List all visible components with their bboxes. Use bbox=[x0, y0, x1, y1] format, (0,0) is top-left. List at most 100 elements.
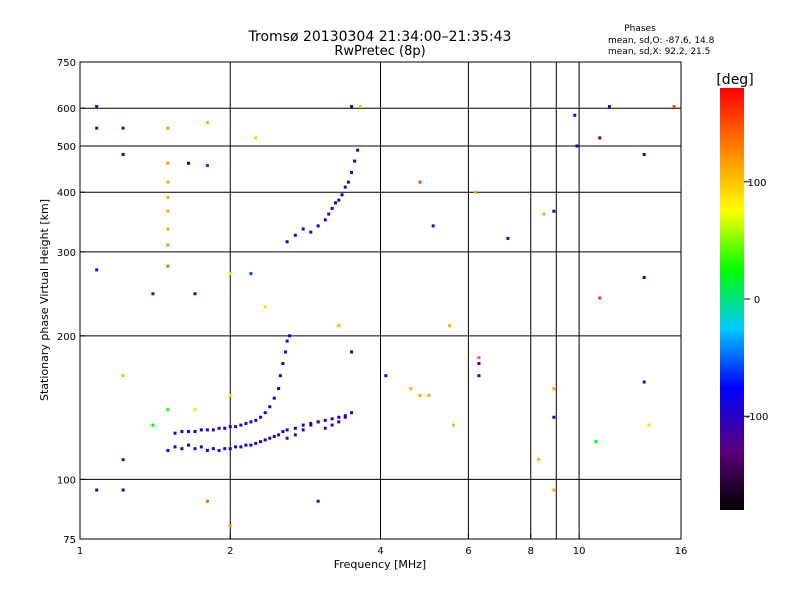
data-point bbox=[431, 224, 435, 228]
data-point bbox=[223, 447, 227, 451]
colorbar-tick-label: 100 bbox=[747, 178, 766, 189]
data-point bbox=[187, 161, 191, 165]
data-point bbox=[343, 185, 347, 189]
data-point bbox=[283, 350, 287, 354]
data-point bbox=[642, 152, 646, 156]
data-point bbox=[552, 415, 556, 419]
data-point bbox=[293, 233, 297, 237]
data-point bbox=[350, 105, 354, 109]
data-point bbox=[353, 159, 357, 163]
data-point bbox=[337, 324, 341, 328]
data-point bbox=[249, 443, 253, 447]
data-point bbox=[477, 356, 481, 360]
y-tick-label: 500 bbox=[57, 142, 76, 153]
data-point bbox=[552, 387, 556, 391]
data-point bbox=[272, 435, 276, 439]
data-point bbox=[199, 445, 203, 449]
data-point bbox=[327, 212, 331, 216]
data-point bbox=[301, 428, 305, 432]
y-tick-label: 400 bbox=[57, 188, 76, 199]
data-point bbox=[180, 447, 184, 451]
data-point bbox=[337, 420, 341, 424]
data-point bbox=[95, 488, 99, 492]
colorbar-label: [deg] bbox=[716, 72, 753, 88]
data-point bbox=[340, 193, 344, 197]
data-points bbox=[95, 105, 676, 528]
data-point bbox=[166, 243, 170, 247]
data-point bbox=[228, 425, 232, 429]
data-point bbox=[121, 374, 125, 378]
y-tick-label: 300 bbox=[57, 248, 76, 259]
data-point bbox=[193, 408, 197, 412]
data-point bbox=[180, 430, 184, 434]
data-point bbox=[249, 272, 253, 276]
data-point bbox=[477, 374, 481, 378]
data-point bbox=[301, 423, 305, 427]
data-point bbox=[316, 224, 320, 228]
data-point bbox=[205, 448, 209, 452]
x-axis-label: Frequency [MHz] bbox=[334, 558, 426, 571]
data-point bbox=[234, 445, 238, 449]
data-point bbox=[193, 447, 197, 451]
data-point bbox=[672, 105, 676, 109]
data-point bbox=[293, 433, 297, 437]
data-point bbox=[409, 387, 413, 391]
data-point bbox=[277, 387, 281, 391]
data-point bbox=[598, 136, 602, 140]
data-point bbox=[151, 423, 155, 427]
data-point bbox=[166, 180, 170, 184]
data-point bbox=[552, 209, 556, 213]
data-point bbox=[254, 136, 258, 140]
data-point bbox=[259, 440, 263, 444]
data-point bbox=[272, 396, 276, 400]
data-point bbox=[173, 431, 177, 435]
data-point bbox=[323, 218, 327, 222]
data-point bbox=[537, 458, 541, 462]
data-point bbox=[346, 180, 350, 184]
data-point bbox=[205, 164, 209, 168]
x-tick-label: 6 bbox=[465, 546, 471, 557]
data-point bbox=[205, 121, 209, 125]
data-point bbox=[642, 276, 646, 280]
data-point bbox=[418, 180, 422, 184]
data-point bbox=[542, 212, 546, 216]
data-point bbox=[263, 305, 267, 309]
data-point bbox=[166, 408, 170, 412]
stats-line-x: mean, sd,X: 92.2, 21.5 bbox=[608, 47, 710, 57]
data-point bbox=[121, 458, 125, 462]
data-point bbox=[343, 415, 347, 419]
data-point bbox=[173, 445, 177, 449]
data-point bbox=[166, 209, 170, 213]
data-point bbox=[263, 438, 267, 442]
data-point bbox=[451, 423, 455, 427]
data-point bbox=[477, 361, 481, 365]
stats-title: Phases bbox=[624, 24, 656, 34]
data-point bbox=[418, 393, 422, 397]
data-point bbox=[228, 393, 232, 397]
data-point bbox=[217, 426, 221, 430]
data-point bbox=[607, 105, 611, 109]
data-point bbox=[598, 296, 602, 300]
data-point bbox=[244, 443, 248, 447]
data-point bbox=[647, 423, 651, 427]
data-point bbox=[316, 499, 320, 503]
data-point bbox=[350, 170, 354, 174]
data-point bbox=[228, 272, 232, 276]
x-tick-label: 8 bbox=[528, 546, 534, 557]
data-point bbox=[278, 374, 282, 378]
data-point bbox=[384, 374, 388, 378]
data-point bbox=[350, 411, 354, 415]
data-point bbox=[333, 201, 337, 205]
data-point bbox=[301, 227, 305, 231]
data-point bbox=[121, 152, 125, 156]
stats-line-o: mean, sd,O: -87.6, 14.8 bbox=[608, 36, 715, 46]
data-point bbox=[285, 339, 289, 343]
y-tick-label: 100 bbox=[57, 475, 76, 486]
data-point bbox=[285, 428, 289, 432]
data-point bbox=[205, 499, 209, 503]
data-point bbox=[330, 206, 334, 210]
data-point bbox=[193, 430, 197, 434]
data-point bbox=[323, 426, 327, 430]
chart-title: Tromsø 20130304 21:34:00–21:35:43 bbox=[248, 29, 512, 45]
data-point bbox=[343, 414, 347, 418]
